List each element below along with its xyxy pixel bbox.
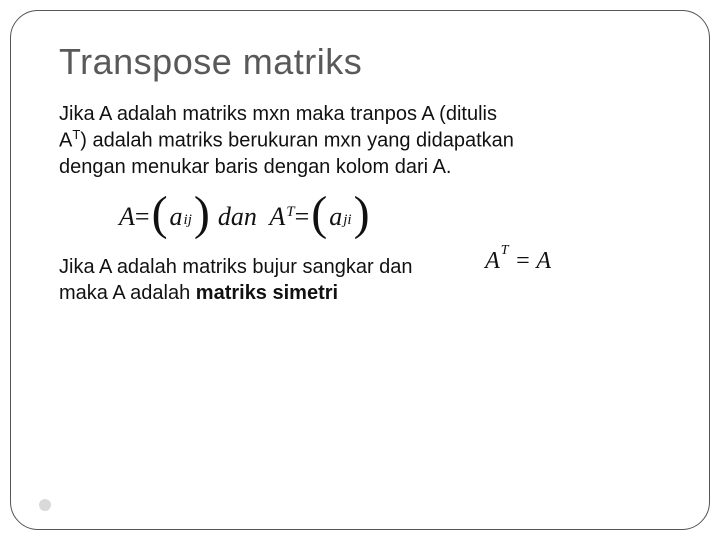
formula-rparen2: ) (352, 195, 372, 233)
formula-A1: A (119, 202, 135, 232)
para1-line1: Jika A adalah matriks mxn maka tranpos A… (59, 103, 497, 125)
para2-line1: Jika A adalah matriks bujur sangkar dan (59, 256, 413, 278)
formula-rparen1: ) (192, 195, 212, 233)
paragraph-2: Jika A adalah matriks bujur sangkar dan … (59, 254, 661, 306)
float-equation: AT = A (485, 248, 551, 275)
formula-a1: a (170, 202, 183, 232)
float-A1: A (485, 248, 500, 274)
para1-line3: dengan menukar baris dengan kolom dari A… (59, 156, 451, 178)
formula-a2: a (329, 202, 342, 232)
float-sup-T: T (501, 243, 509, 258)
float-eq-sign: = (509, 248, 537, 274)
slide-frame: Transpose matriks Jika A adalah matriks … (10, 10, 710, 530)
formula-sub-ji: ji (343, 212, 351, 229)
formula-eq1: = (135, 202, 150, 232)
para1-line2b: ) adalah matriks berukuran mxn yang dida… (80, 130, 514, 152)
paragraph-2-wrap: AT = A Jika A adalah matriks bujur sangk… (59, 254, 661, 306)
formula-lparen1: ( (150, 195, 170, 233)
slide-title: Transpose matriks (59, 41, 661, 83)
page-indicator-dot (39, 499, 51, 511)
float-A2: A (536, 248, 551, 274)
formula-sup-T: T (286, 204, 294, 221)
formula-eq2: = (295, 202, 310, 232)
para1-A: A (59, 130, 72, 152)
paragraph-1: Jika A adalah matriks mxn maka tranpos A… (59, 101, 661, 180)
formula-dan: dan (218, 202, 257, 232)
formula-sub-ij: ij (184, 212, 192, 229)
formula-lparen2: ( (309, 195, 329, 233)
para2-line2a: maka A adalah (59, 282, 196, 304)
formula: A = ( aij ) dan AT = ( aji ) (119, 198, 661, 236)
formula-A2: A (269, 202, 285, 232)
para2-bold: matriks simetri (196, 282, 338, 304)
